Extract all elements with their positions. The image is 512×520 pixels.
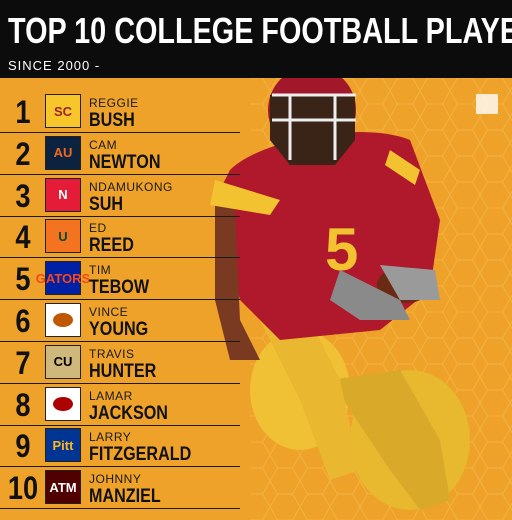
rank: 1 — [15, 94, 31, 130]
first-name: TRAVIS — [89, 346, 135, 361]
rank: 6 — [15, 303, 31, 339]
rank: 7 — [15, 344, 31, 381]
last-name: YOUNG — [89, 319, 149, 340]
school-logo: U — [45, 219, 81, 254]
rank: 3 — [15, 177, 31, 214]
header-bar: TOP 10 COLLEGE FOOTBALL PLAYERS SINCE 20… — [0, 0, 512, 78]
last-name: FITZGERALD — [89, 444, 192, 466]
school-logo — [45, 386, 81, 421]
first-name: ED — [89, 221, 107, 236]
school-logo: ATM — [45, 470, 81, 505]
rank: 10 — [7, 470, 39, 507]
rank: 9 — [15, 428, 31, 465]
last-name: JACKSON — [89, 402, 168, 424]
rank: 2 — [15, 135, 31, 172]
first-name: LAMAR — [89, 388, 133, 403]
player-row: 9 Pitt LARRY FITZGERALD — [0, 426, 240, 468]
rank: 4 — [15, 219, 31, 256]
player-row: 6 VINCE YOUNG — [0, 301, 240, 342]
last-name: MANZIEL — [89, 486, 161, 508]
subtitle: SINCE 2000 - — [8, 58, 101, 73]
logo-emblem — [53, 396, 73, 411]
player-row: 1 SC REGGIE BUSH — [0, 92, 240, 133]
player-row: 4 U ED REED — [0, 217, 240, 259]
player-row: 5 GATORS TIM TEBOW — [0, 259, 240, 301]
player-row: 2 AU CAM NEWTON — [0, 134, 240, 175]
last-name: NEWTON — [89, 151, 161, 173]
school-logo: AU — [45, 135, 81, 170]
player-row: 10 ATM JOHNNY MANZIEL — [0, 468, 240, 510]
first-name: TIM — [89, 263, 112, 278]
school-logo: Pitt — [45, 428, 81, 463]
last-name: HUNTER — [89, 360, 157, 382]
first-name: NDAMUKONG — [89, 179, 173, 194]
school-logo: GATORS — [36, 261, 90, 296]
rank: 5 — [15, 261, 31, 298]
first-name: VINCE — [89, 305, 129, 319]
player-row: 3 N NDAMUKONG SUH — [0, 176, 240, 217]
first-name: REGGIE — [89, 96, 139, 110]
last-name: BUSH — [89, 110, 135, 131]
school-logo: SC — [45, 94, 81, 128]
title: TOP 10 COLLEGE FOOTBALL PLAYERS — [8, 10, 512, 51]
school-logo — [45, 303, 81, 337]
last-name: SUH — [89, 193, 124, 215]
last-name: REED — [89, 235, 134, 257]
first-name: CAM — [89, 137, 118, 152]
rank: 8 — [15, 386, 31, 423]
player-figure: 5 — [210, 66, 470, 510]
logo-emblem — [53, 313, 73, 327]
player-row: 7 CU TRAVIS HUNTER — [0, 343, 240, 384]
first-name: JOHNNY — [89, 472, 142, 487]
school-logo: CU — [45, 344, 81, 379]
player-row: 8 LAMAR JACKSON — [0, 385, 240, 426]
last-name: TEBOW — [89, 277, 150, 299]
first-name: LARRY — [89, 430, 132, 445]
school-logo: N — [45, 177, 81, 212]
